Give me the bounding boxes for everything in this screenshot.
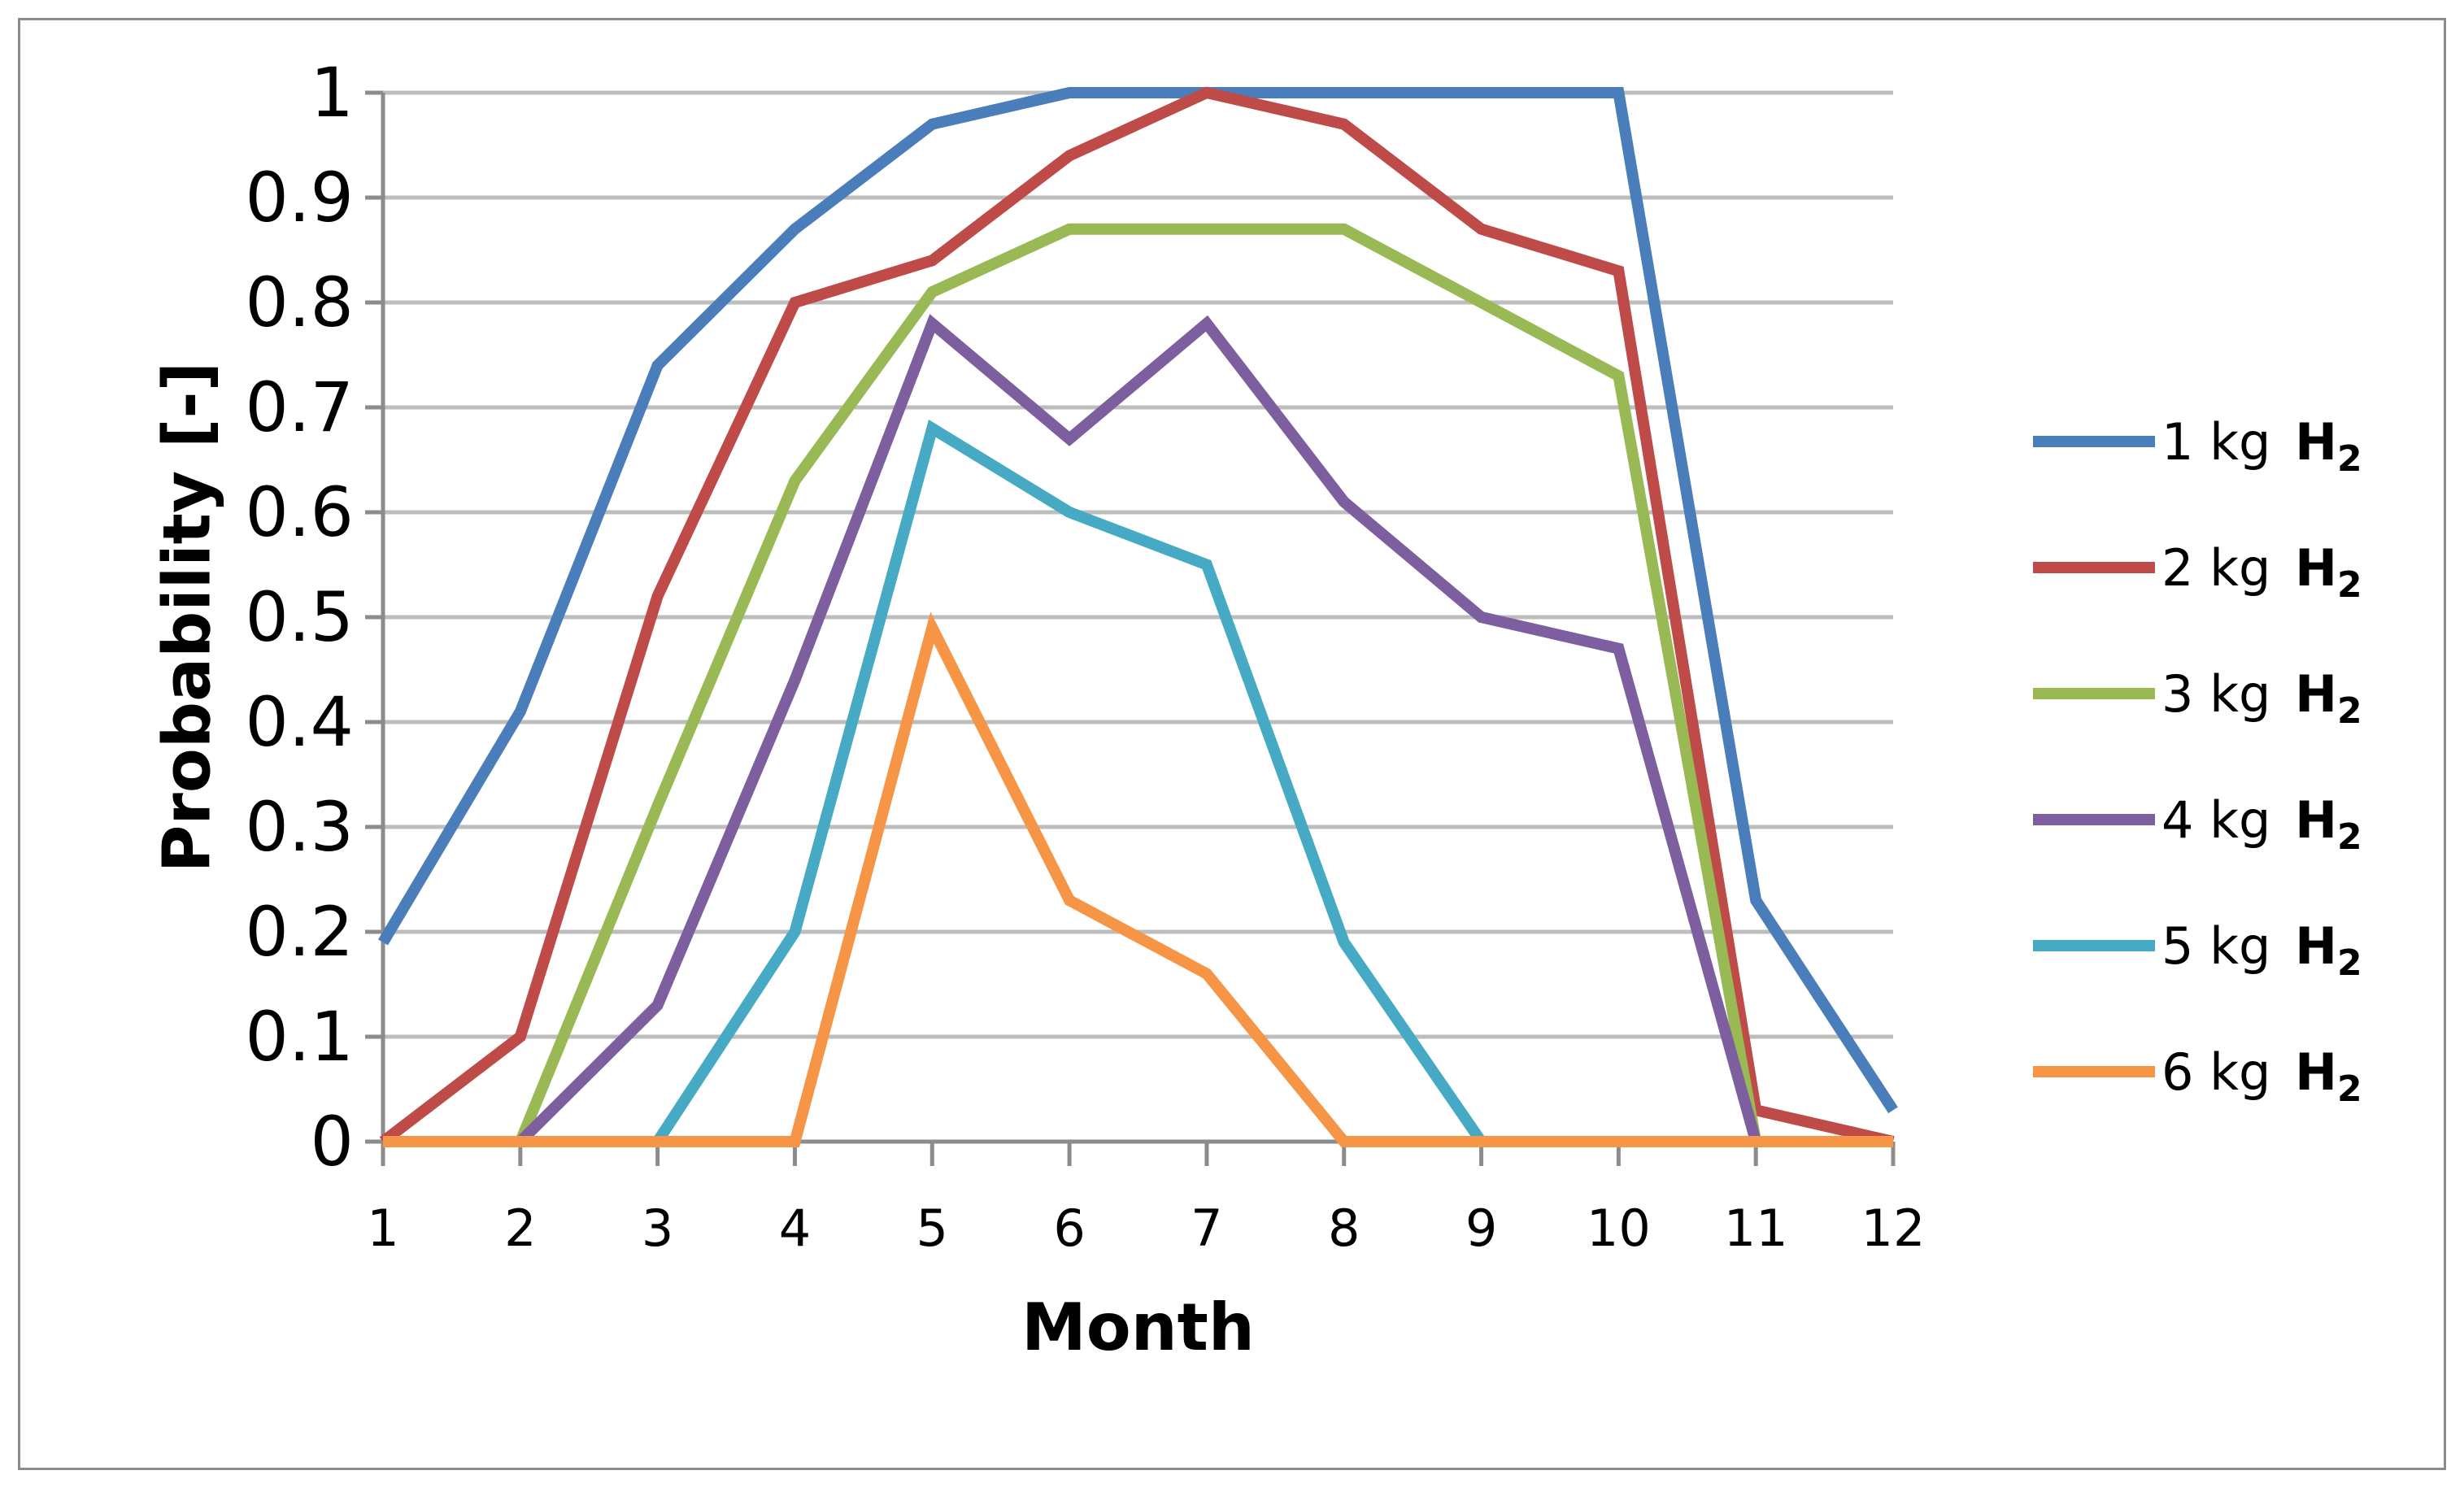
x-tick-label: 7 (1191, 1199, 1222, 1258)
series-lines (377, 86, 1898, 1147)
x-tick-labels: 1 2 3 4 5 6 7 8 9 10 11 12 (367, 1199, 1925, 1258)
x-tick-label: 12 (1861, 1199, 1926, 1258)
y-tick-label: 0.3 (245, 787, 354, 867)
series-line-6-kg-h2 (383, 611, 1893, 1147)
y-tick-label: 0 (311, 1102, 354, 1181)
x-tick-label: 4 (779, 1199, 811, 1258)
y-tick-label: 0.6 (245, 472, 354, 552)
legend-chem-symbol: H (2295, 538, 2337, 598)
x-tick-label: 10 (1587, 1199, 1651, 1258)
x-tick-label: 1 (367, 1199, 398, 1258)
legend-chem-symbol: H (2295, 916, 2337, 976)
legend-subscript: 2 (2337, 438, 2362, 480)
series-line-3-kg-h2 (515, 223, 1762, 1144)
x-tick-label: 2 (504, 1199, 536, 1258)
legend-subscript: 2 (2337, 690, 2362, 732)
legend-chem-symbol: H (2295, 664, 2337, 724)
legend-text: 2 kg (2161, 538, 2287, 598)
legend-label-6-kg-h2: 6 kg H2 (2161, 1042, 2362, 1110)
legend-label-4-kg-h2: 4 kg H2 (2161, 790, 2362, 858)
legend-subscript: 2 (2337, 942, 2362, 984)
legend-text: 5 kg (2161, 916, 2287, 976)
y-tick-label: 0.9 (245, 158, 354, 237)
legend-chem-symbol: H (2295, 790, 2337, 850)
y-tick-label: 0.1 (245, 997, 354, 1077)
legend-label-3-kg-h2: 3 kg H2 (2161, 664, 2362, 732)
y-tick-label: 0.8 (245, 263, 354, 342)
x-tick-label: 5 (916, 1199, 948, 1258)
x-tick-label: 8 (1328, 1199, 1360, 1258)
y-tick-label: 0.5 (245, 577, 354, 657)
x-tick-label: 3 (642, 1199, 673, 1258)
legend-subscript: 2 (2337, 564, 2362, 606)
legend-chem-symbol: H (2295, 1042, 2337, 1102)
series-line-5-kg-h2 (652, 419, 1487, 1145)
x-tick-label: 9 (1465, 1199, 1497, 1258)
legend-label-1-kg-h2: 1 kg H2 (2161, 412, 2362, 480)
legend-label-2-kg-h2: 2 kg H2 (2161, 538, 2362, 606)
series-line-4-kg-h2 (516, 314, 1761, 1146)
y-tick-labels: 0 0.1 0.2 0.3 0.4 0.5 0.6 0.7 0.8 0.9 1 (245, 53, 354, 1181)
series-line-2-kg-h2 (379, 86, 1895, 1147)
y-tick-label: 0.2 (245, 892, 354, 972)
x-tick-label: 11 (1724, 1199, 1788, 1258)
x-axis-title: Month (1021, 1290, 1255, 1365)
legend-text: 3 kg (2161, 664, 2287, 724)
legend-subscript: 2 (2337, 1068, 2362, 1110)
legend-subscript: 2 (2337, 816, 2362, 858)
legend-label-5-kg-h2: 5 kg H2 (2161, 916, 2362, 984)
x-tick-label: 6 (1053, 1199, 1085, 1258)
y-axis-title: Probability [-] (150, 362, 225, 872)
legend-text: 6 kg (2161, 1042, 2287, 1102)
legend-chem-symbol: H (2295, 412, 2337, 472)
legend-text: 4 kg (2161, 790, 2287, 850)
series-line-1-kg-h2 (377, 87, 1898, 1114)
legend-text: 1 kg (2161, 412, 2287, 472)
legend: 1 kg H22 kg H23 kg H24 kg H25 kg H26 kg … (2033, 412, 2362, 1110)
gridlines (383, 90, 1893, 1039)
y-tick-label: 0.4 (245, 682, 354, 762)
y-tick-label: 0.7 (245, 368, 354, 447)
y-tick-label: 1 (311, 53, 354, 133)
